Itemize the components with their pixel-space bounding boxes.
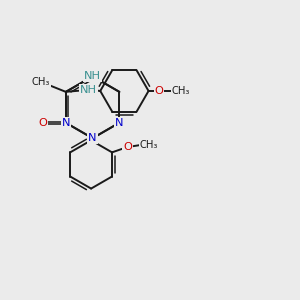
Text: O: O	[123, 142, 132, 152]
Text: N: N	[88, 71, 97, 81]
Text: CH₃: CH₃	[32, 76, 50, 86]
Text: N: N	[88, 133, 97, 143]
Text: O: O	[38, 118, 47, 128]
Text: NH: NH	[84, 71, 101, 81]
Text: CH₃: CH₃	[140, 140, 158, 150]
Text: N: N	[115, 118, 124, 128]
Text: O: O	[154, 86, 163, 96]
Text: CH₃: CH₃	[172, 86, 190, 96]
Text: NH: NH	[80, 85, 97, 95]
Text: N: N	[61, 118, 70, 128]
